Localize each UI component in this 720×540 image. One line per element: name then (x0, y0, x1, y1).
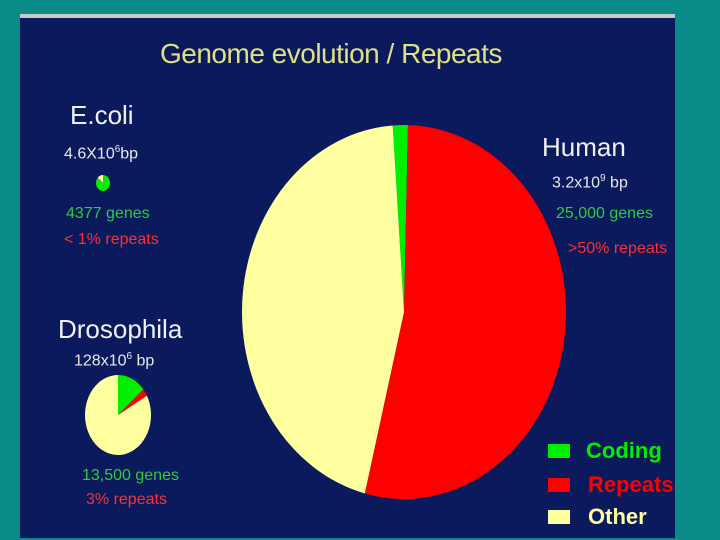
legend-other-swatch (548, 510, 570, 524)
legend-repeats-label: Repeats (588, 472, 674, 497)
legend-coding-label: Coding (586, 438, 662, 463)
legend-coding-swatch (548, 444, 570, 458)
ecoli-pie-slice-other (97, 175, 103, 183)
human-pie-slice-repeats (364, 125, 566, 500)
drosophila-pie-slice-coding (118, 375, 144, 415)
drosophila-repeats: 3% repeats (86, 491, 167, 508)
legend-other-label: Other (588, 504, 647, 529)
ecoli-repeats: < 1% repeats (64, 231, 159, 248)
drosophila-genome-size: 128x106 bp (74, 351, 155, 370)
drosophila-pie-slice-repeats (118, 389, 147, 415)
drosophila-genes: 13,500 genes (82, 467, 179, 484)
ecoli-genes: 4377 genes (66, 205, 150, 222)
drosophila-name: Drosophila (58, 314, 183, 344)
human-pie-slice-coding (392, 125, 408, 312)
ecoli-genome-size: 4.6X106bp (64, 144, 139, 163)
legend-repeats-swatch (548, 478, 570, 492)
human-pie-slice-other (241, 125, 404, 494)
ecoli-name: E.coli (70, 100, 134, 130)
human-genome-size: 3.2x109 bp (552, 173, 628, 192)
human-genes: 25,000 genes (556, 205, 653, 222)
human-name: Human (542, 132, 626, 162)
slide-title: Genome evolution / Repeats (160, 38, 502, 69)
slide-top-bar (20, 14, 675, 18)
drosophila-pie-slice-other (85, 374, 151, 455)
ecoli-pie-slice-repeats (97, 177, 103, 183)
human-repeats: >50% repeats (568, 240, 668, 257)
